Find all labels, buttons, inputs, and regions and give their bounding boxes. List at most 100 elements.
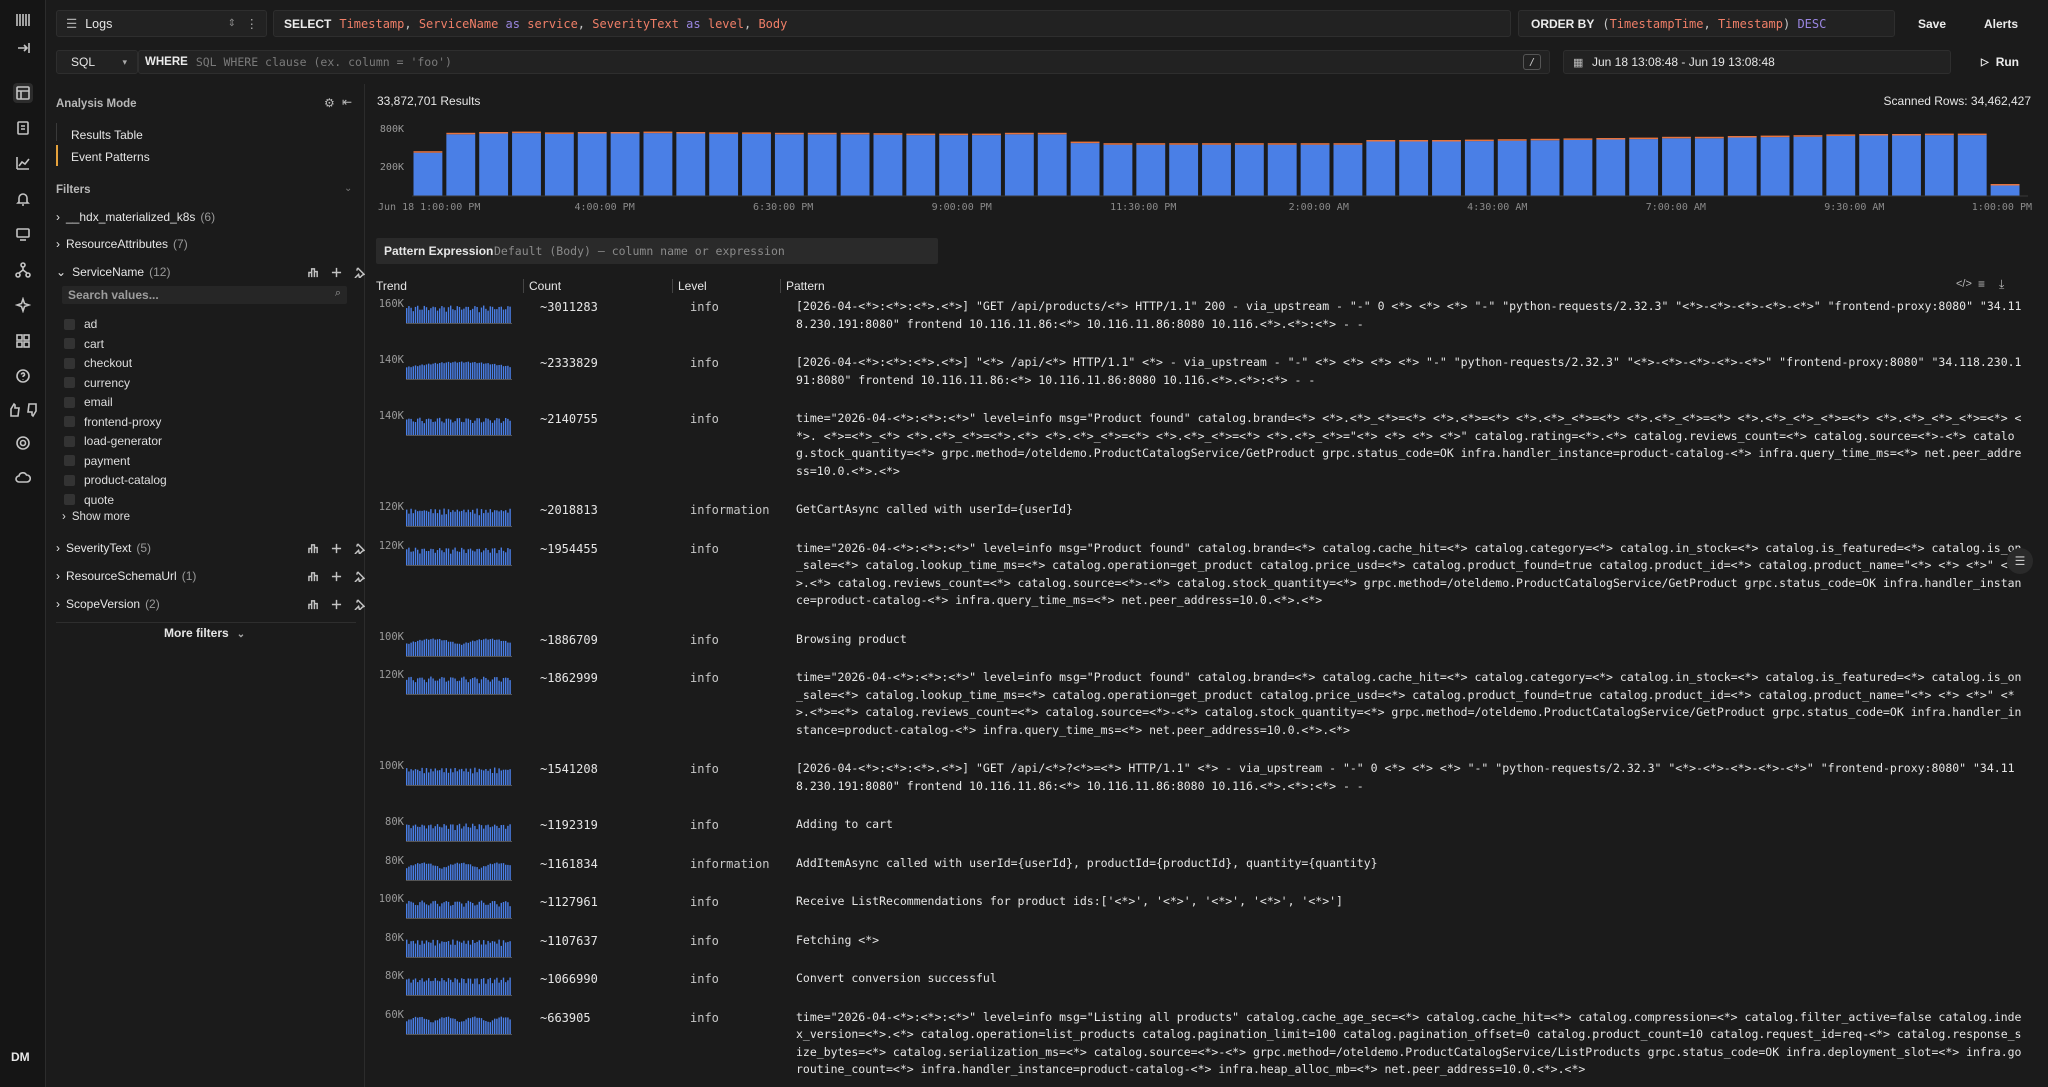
select-expression[interactable]: Timestamp, ServiceName as service, Sever… [339,17,787,31]
histogram-bar[interactable] [774,134,804,196]
service-filter-value[interactable]: checkout [64,356,132,370]
app-logo-icon[interactable] [13,10,33,30]
more-filters-button[interactable]: More filters ⌄ [164,626,246,640]
alerts-icon[interactable] [13,189,33,209]
distribution-icon[interactable] [308,571,319,582]
pin-icon[interactable] [354,267,365,278]
alerts-button[interactable]: Alerts [1983,16,2018,31]
checkbox[interactable] [64,435,75,447]
histogram-bar[interactable] [1169,144,1199,196]
pattern-expression-bar[interactable]: Pattern Expression Default (Body) — colu… [376,238,938,264]
cloud-icon[interactable] [13,468,33,488]
histogram-bar[interactable] [1892,135,1921,197]
service-filter-value[interactable]: quote [64,493,114,507]
histogram-bar[interactable] [1070,143,1100,196]
collapse-nav-icon[interactable] [13,38,33,58]
table-row[interactable]: 100K ~1127961 info Receive ListRecommendati… [376,893,2036,932]
histogram-bar[interactable] [972,135,1001,196]
wrap-lines-icon[interactable]: ≡ [1978,277,1986,291]
chevron-down-icon[interactable]: ⌄ [344,183,353,194]
table-row[interactable]: 120K ~1954455 info time="2026-04-<*>:<*>:<*… [376,540,2036,631]
header-level[interactable]: Level [678,279,707,293]
histogram-bar[interactable] [1037,134,1067,196]
where-input[interactable]: WHERE SQL WHERE clause (ex. column = 'fo… [138,50,1550,74]
mode-results-table[interactable]: Results Table [71,128,143,142]
histogram-bar[interactable] [1694,138,1724,196]
table-row[interactable]: 120K ~1862999 info time="2026-04-<*>:<*>:<*… [376,669,2036,760]
collapse-sidebar-icon[interactable]: ⇤ [342,95,353,109]
mode-event-patterns[interactable]: Event Patterns [71,150,150,164]
histogram-bar[interactable] [1924,135,1954,196]
checkbox[interactable] [64,377,75,388]
histogram-bar[interactable] [643,133,673,196]
query-language-select[interactable]: SQL ▾ [56,50,138,74]
histogram-bar[interactable] [1826,135,1856,196]
charts-icon[interactable] [13,153,33,173]
distribution-icon[interactable] [308,543,319,554]
filter-group-hdx-k8s[interactable]: › __hdx_materialized_k8s (6) [56,210,216,224]
user-avatar[interactable]: DM [11,1050,30,1064]
histogram-bar[interactable] [1563,139,1593,196]
checkbox[interactable] [64,494,75,505]
checkbox[interactable] [64,474,75,486]
filter-group-severity-text[interactable]: › SeverityText (5) [56,541,152,555]
pin-icon[interactable] [354,571,365,582]
checkbox[interactable] [64,396,75,408]
table-row[interactable]: 80K ~1192319 info Adding to cart [376,816,2036,855]
thumbs-down-icon[interactable] [25,400,41,420]
table-row[interactable]: 100K ~1886709 info Browsing product [376,631,2036,670]
histogram-bar[interactable] [873,134,903,196]
service-filter-value[interactable]: load-generator [64,434,162,448]
plus-icon[interactable] [331,571,342,582]
table-row[interactable]: 140K ~2333829 info [2026-04-<*>:<*>:<*>.<*>… [376,354,2036,410]
table-row[interactable]: 140K ~2140755 info time="2026-04-<*>:<*>:<*… [376,410,2036,501]
histogram-bar[interactable] [1662,138,1691,196]
select-input[interactable]: SELECT Timestamp, ServiceName as service… [273,10,1511,37]
services-map-icon[interactable] [13,260,33,280]
histogram-bar[interactable] [1957,135,1987,196]
checkbox[interactable] [64,357,75,369]
filter-group-scope-version[interactable]: › ScopeVersion (2) [56,597,160,611]
checkbox[interactable] [64,318,75,330]
help-icon[interactable] [13,366,33,386]
histogram-bar[interactable] [1136,144,1166,196]
histogram-bar[interactable] [676,133,706,197]
histogram-bar[interactable] [479,133,509,197]
code-view-icon[interactable]: </> [1956,278,1972,290]
histogram-bar[interactable] [840,134,870,196]
histogram-bar[interactable] [709,133,739,196]
histogram-bar[interactable] [742,133,771,196]
histogram-bar[interactable] [1596,139,1626,197]
histogram-bar[interactable] [1727,137,1757,197]
histogram-bar[interactable] [1103,144,1133,196]
pattern-expression-input[interactable]: Default (Body) — column name or expressi… [494,244,785,258]
saved-searches-icon[interactable] [13,118,33,138]
table-row[interactable]: 100K ~1541208 info [2026-04-<*>:<*>:<*>.<*>… [376,760,2036,816]
histogram-bar[interactable] [1497,140,1527,196]
distribution-icon[interactable] [308,267,319,278]
source-selector[interactable]: ☰ Logs ⇕ ⋮ [56,10,267,37]
settings-icon[interactable] [13,433,33,453]
checkbox[interactable] [64,338,75,349]
service-filter-value[interactable]: currency [64,376,130,390]
histogram-bar[interactable] [807,134,837,196]
histogram-bar[interactable] [1990,185,2020,197]
download-icon[interactable]: ⤓ [1999,277,2005,291]
plus-icon[interactable] [331,267,342,278]
sessions-icon[interactable] [13,224,33,244]
table-row[interactable]: 80K ~1107637 info Fetching <*> [376,932,2036,971]
histogram-bar[interactable] [577,133,607,197]
gear-icon[interactable]: ⚙ [324,96,335,110]
table-row[interactable]: 60K ~663905 info time="2026-04-<*>:<*>:<*>"… [376,1009,2036,1087]
service-filter-value[interactable]: cart [64,337,104,351]
distribution-icon[interactable] [308,599,319,610]
histogram-bar[interactable] [1399,141,1429,197]
header-trend[interactable]: Trend [376,279,407,293]
histogram-chart[interactable]: 800K 200K Jun 18 1:00:00 PM 4:00:00 PM 6:30:… [376,120,2036,240]
thumbs-up-icon[interactable] [6,400,22,420]
histogram-bar[interactable] [1300,144,1330,196]
ai-assist-icon[interactable] [13,295,33,315]
table-row[interactable]: 160K ~3011283 info [2026-04-<*>:<*>:<*>.<*>… [376,298,2036,354]
histogram-bar[interactable] [512,133,541,196]
filter-group-resource-schema-url[interactable]: › ResourceSchemaUrl (1) [56,569,197,583]
